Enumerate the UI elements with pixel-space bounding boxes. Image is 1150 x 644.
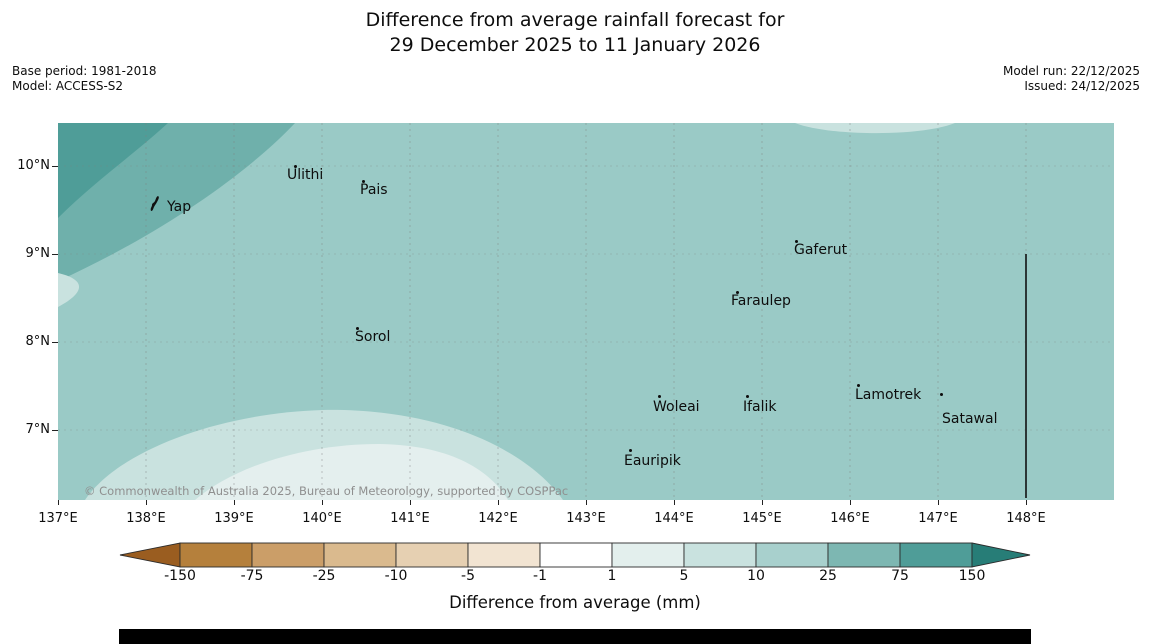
colorbar-tick-label: -75: [240, 568, 264, 584]
copyright-text: © Commonwealth of Australia 2025, Bureau…: [84, 484, 569, 498]
colorbar-tick-label: -1: [533, 568, 547, 584]
x-tick-mark: [410, 500, 411, 505]
colorbar-segment: [539, 542, 613, 568]
x-tick-mark: [234, 500, 235, 505]
yap-island-icon: [150, 196, 159, 211]
island-marker-ulithi: [294, 165, 297, 168]
x-tick-mark: [146, 500, 147, 505]
page-title: Difference from average rainfall forecas…: [0, 8, 1150, 58]
island-label-pais: Pais: [360, 182, 388, 198]
colorbar-tick-label: -25: [312, 568, 336, 584]
x-tick-mark: [586, 500, 587, 505]
colorbar-caption: Difference from average (mm): [449, 593, 701, 612]
island-label-ifalik: Ifalik: [743, 399, 777, 415]
x-tick-mark: [58, 500, 59, 505]
colorbar-right-arrow: [971, 542, 1031, 568]
x-tick-mark: [762, 500, 763, 505]
island-label-ulithi: Ulithi: [287, 167, 324, 183]
x-tick-label: 138°E: [126, 511, 166, 526]
y-tick-mark: [52, 254, 58, 255]
island-label-lamotrek: Lamotrek: [855, 387, 922, 403]
colorbar-segment: [467, 542, 541, 568]
x-tick-label: 140°E: [302, 511, 342, 526]
colorbar-tick-label: 1: [607, 568, 617, 584]
meta-right: Model run: 22/12/2025 Issued: 24/12/2025: [1003, 64, 1140, 94]
colorbar-segment: [899, 542, 973, 568]
x-tick-label: 145°E: [742, 511, 782, 526]
island-marker-lamotrek: [857, 384, 860, 387]
model-label: Model: ACCESS-S2: [12, 79, 124, 93]
map-region-leftedge-light: [58, 273, 80, 307]
colorbar-segment: [323, 542, 397, 568]
x-tick-label: 144°E: [654, 511, 694, 526]
issued-label: Issued: 24/12/2025: [1024, 79, 1140, 93]
island-marker-eauripik: [629, 449, 632, 452]
x-tick-mark: [322, 500, 323, 505]
colorbar-tick-label: 25: [819, 568, 837, 584]
colorbar-tick-label: 5: [679, 568, 689, 584]
colorbar-tick-label: -150: [164, 568, 196, 584]
island-marker-woleai: [658, 395, 661, 398]
y-tick-label: 7°N: [25, 422, 51, 437]
island-label-faraulep: Faraulep: [731, 293, 791, 309]
colorbar-segment: [827, 542, 901, 568]
colorbar-segment: [179, 542, 253, 568]
island-marker-gaferut: [795, 240, 798, 243]
colorbar-segment: [611, 542, 685, 568]
island-label-eauripik: Eauripik: [624, 453, 681, 469]
x-tick-label: 147°E: [918, 511, 958, 526]
island-label-woleai: Woleai: [653, 399, 700, 415]
island-label-satawal: Satawal: [942, 411, 998, 427]
x-tick-label: 143°E: [566, 511, 606, 526]
island-marker-faraulep: [736, 291, 739, 294]
y-tick-mark: [52, 166, 58, 167]
x-tick-label: 142°E: [478, 511, 518, 526]
island-marker-sorol: [356, 327, 359, 330]
x-tick-mark: [850, 500, 851, 505]
colorbar-segment: [395, 542, 469, 568]
colorbar-segment: [755, 542, 829, 568]
base-period-label: Base period: 1981-2018: [12, 64, 157, 78]
island-marker-pais: [362, 180, 365, 183]
model-run-label: Model run: 22/12/2025: [1002, 64, 1140, 78]
page-title-line1: Difference from average rainfall forecas…: [365, 9, 785, 31]
x-tick-mark: [498, 500, 499, 505]
colorbar-segment: [683, 542, 757, 568]
forecast-map-canvas: [58, 123, 1114, 500]
y-tick-label: 9°N: [25, 246, 51, 261]
x-tick-mark: [1026, 500, 1027, 505]
colorbar-segment: [251, 542, 325, 568]
colorbar-left-arrow: [119, 542, 181, 568]
x-tick-label: 141°E: [390, 511, 430, 526]
colorbar-tick-label: 150: [958, 568, 986, 584]
colorbar-tick-label: -10: [384, 568, 408, 584]
x-tick-label: 139°E: [214, 511, 254, 526]
island-marker-ifalik: [746, 395, 749, 398]
latitude-gridlines: [58, 165, 1114, 431]
y-tick-mark: [52, 342, 58, 343]
x-tick-label: 148°E: [1006, 511, 1046, 526]
y-tick-label: 10°N: [17, 158, 50, 173]
colorbar-tick-label: -5: [461, 568, 475, 584]
x-tick-mark: [938, 500, 939, 505]
map-region-bottom-lighter: [195, 444, 508, 500]
x-tick-label: 137°E: [38, 511, 78, 526]
island-label-yap: Yap: [167, 199, 192, 215]
footer-bar: [119, 629, 1031, 644]
map-region-topright-light: [795, 123, 955, 134]
island-marker-satawal: [940, 393, 943, 396]
island-label-gaferut: Gaferut: [794, 242, 848, 258]
meta-left: Base period: 1981-2018 Model: ACCESS-S2: [12, 64, 157, 94]
colorbar-tick-label: 75: [891, 568, 909, 584]
island-label-sorol: Sorol: [355, 329, 391, 345]
y-tick-label: 8°N: [25, 334, 51, 349]
x-tick-mark: [674, 500, 675, 505]
colorbar: [119, 542, 1031, 568]
colorbar-tick-label: 10: [747, 568, 765, 584]
y-tick-mark: [52, 430, 58, 431]
map-region-topleft-corner: [58, 123, 168, 218]
x-tick-label: 146°E: [830, 511, 870, 526]
page-title-line2: 29 December 2025 to 11 January 2026: [389, 34, 761, 56]
